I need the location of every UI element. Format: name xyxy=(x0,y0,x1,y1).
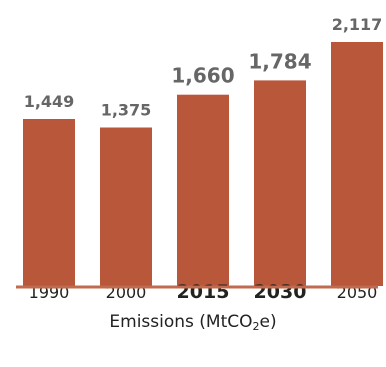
bar-value-label: 1,375 xyxy=(101,101,152,120)
x-axis-title-prefix: Emissions (MtCO xyxy=(109,312,253,332)
bar-value-label: 1,660 xyxy=(171,64,234,88)
x-axis-title: Emissions (MtCO2e) xyxy=(0,312,386,333)
x-tick-label: 2015 xyxy=(177,281,230,300)
x-tick-label: 2030 xyxy=(254,281,307,300)
bar-value-label: 1,449 xyxy=(24,92,75,111)
bar-chart: 1,44919901,37520001,66020151,78420302,11… xyxy=(16,15,383,300)
bar xyxy=(23,119,75,286)
bar-value-label: 1,784 xyxy=(248,49,311,73)
bar-value-label: 2,117 xyxy=(332,15,383,34)
x-axis-title-subscript: 2 xyxy=(252,320,260,333)
bar xyxy=(177,94,229,286)
bar xyxy=(100,127,152,286)
x-axis-title-suffix: e) xyxy=(259,312,277,332)
bar xyxy=(331,42,383,286)
bar xyxy=(254,80,306,287)
